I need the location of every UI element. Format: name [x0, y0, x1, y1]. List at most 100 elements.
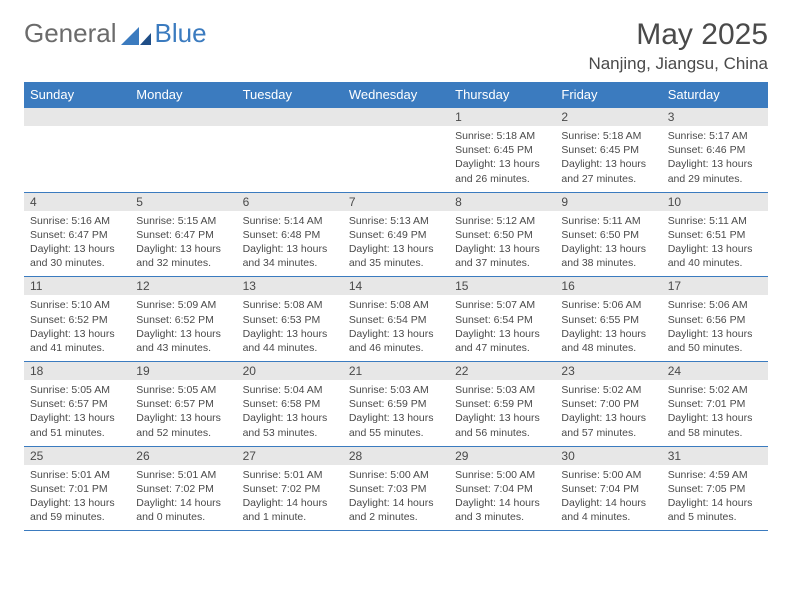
day-cell: 31Sunrise: 4:59 AMSunset: 7:05 PMDayligh…	[662, 446, 768, 531]
weekday-header-cell: Monday	[130, 82, 236, 108]
sunset-text: Sunset: 6:58 PM	[243, 397, 337, 411]
day-body: Sunrise: 4:59 AMSunset: 7:05 PMDaylight:…	[662, 465, 768, 531]
sunset-text: Sunset: 7:03 PM	[349, 482, 443, 496]
day-number: 14	[343, 277, 449, 295]
day-cell: 14 Sunrise: 5:08 AMSunset: 6:54 PMDayligh…	[343, 277, 449, 362]
day-number: 20	[237, 362, 343, 380]
daylight-text: Daylight: 13 hours and 47 minutes.	[455, 327, 549, 355]
weekday-header-cell: Sunday	[24, 82, 130, 108]
day-cell	[24, 108, 130, 193]
day-cell: 6Sunrise: 5:14 AMSunset: 6:48 PMDaylight…	[237, 192, 343, 277]
day-cell: 17Sunrise: 5:06 AMSunset: 6:56 PMDayligh…	[662, 277, 768, 362]
day-cell: 18Sunrise: 5:05 AMSunset: 6:57 PMDayligh…	[24, 362, 130, 447]
day-body: Sunrise: 5:11 AMSunset: 6:50 PMDaylight:…	[555, 211, 661, 277]
sunrise-text: Sunrise: 5:00 AM	[349, 468, 443, 482]
day-cell: 24Sunrise: 5:02 AMSunset: 7:01 PMDayligh…	[662, 362, 768, 447]
daylight-text: Daylight: 13 hours and 56 minutes.	[455, 411, 549, 439]
sunrise-text: Sunrise: 5:06 AM	[561, 298, 655, 312]
sunset-text: Sunset: 6:55 PM	[561, 313, 655, 327]
day-cell: 4Sunrise: 5:16 AMSunset: 6:47 PMDaylight…	[24, 192, 130, 277]
day-body: Sunrise: 5:07 AMSunset: 6:54 PMDaylight:…	[449, 295, 555, 361]
sunset-text: Sunset: 6:47 PM	[136, 228, 230, 242]
week-row: 25Sunrise: 5:01 AMSunset: 7:01 PMDayligh…	[24, 446, 768, 531]
day-body	[237, 126, 343, 186]
daylight-text: Daylight: 13 hours and 40 minutes.	[668, 242, 762, 270]
daylight-text: Daylight: 13 hours and 44 minutes.	[243, 327, 337, 355]
sunrise-text: Sunrise: 5:08 AM	[243, 298, 337, 312]
day-number: 29	[449, 447, 555, 465]
weekday-header-cell: Tuesday	[237, 82, 343, 108]
sunset-text: Sunset: 7:05 PM	[668, 482, 762, 496]
header: General Blue May 2025 Nanjing, Jiangsu, …	[24, 18, 768, 74]
daylight-text: Daylight: 13 hours and 43 minutes.	[136, 327, 230, 355]
sunset-text: Sunset: 6:48 PM	[243, 228, 337, 242]
day-cell: 19Sunrise: 5:05 AMSunset: 6:57 PMDayligh…	[130, 362, 236, 447]
daylight-text: Daylight: 13 hours and 41 minutes.	[30, 327, 124, 355]
day-number	[343, 108, 449, 126]
calendar-page: General Blue May 2025 Nanjing, Jiangsu, …	[0, 0, 792, 549]
sunrise-text: Sunrise: 5:03 AM	[455, 383, 549, 397]
day-cell: 28Sunrise: 5:00 AMSunset: 7:03 PMDayligh…	[343, 446, 449, 531]
sunrise-text: Sunrise: 5:11 AM	[561, 214, 655, 228]
sunrise-text: Sunrise: 5:08 AM	[349, 298, 443, 312]
day-body: Sunrise: 5:01 AMSunset: 7:02 PMDaylight:…	[130, 465, 236, 531]
day-body: Sunrise: 5:18 AMSunset: 6:45 PMDaylight:…	[449, 126, 555, 192]
day-cell: 22Sunrise: 5:03 AMSunset: 6:59 PMDayligh…	[449, 362, 555, 447]
day-number: 2	[555, 108, 661, 126]
sunrise-text: Sunrise: 5:00 AM	[455, 468, 549, 482]
day-number: 30	[555, 447, 661, 465]
day-cell: 25Sunrise: 5:01 AMSunset: 7:01 PMDayligh…	[24, 446, 130, 531]
day-body: Sunrise: 5:16 AMSunset: 6:47 PMDaylight:…	[24, 211, 130, 277]
day-body: Sunrise: 5:06 AMSunset: 6:55 PMDaylight:…	[555, 295, 661, 361]
day-number: 11	[24, 277, 130, 295]
location: Nanjing, Jiangsu, China	[588, 54, 768, 74]
daylight-text: Daylight: 13 hours and 34 minutes.	[243, 242, 337, 270]
day-body: Sunrise: 5:03 AMSunset: 6:59 PMDaylight:…	[343, 380, 449, 446]
sunset-text: Sunset: 6:52 PM	[136, 313, 230, 327]
daylight-text: Daylight: 13 hours and 57 minutes.	[561, 411, 655, 439]
daylight-text: Daylight: 14 hours and 0 minutes.	[136, 496, 230, 524]
day-cell: 13Sunrise: 5:08 AMSunset: 6:53 PMDayligh…	[237, 277, 343, 362]
sunset-text: Sunset: 6:52 PM	[30, 313, 124, 327]
day-number: 21	[343, 362, 449, 380]
daylight-text: Daylight: 14 hours and 3 minutes.	[455, 496, 549, 524]
day-body: Sunrise: 5:15 AMSunset: 6:47 PMDaylight:…	[130, 211, 236, 277]
day-body: Sunrise: 5:13 AMSunset: 6:49 PMDaylight:…	[343, 211, 449, 277]
daylight-text: Daylight: 13 hours and 38 minutes.	[561, 242, 655, 270]
weekday-header-cell: Wednesday	[343, 82, 449, 108]
daylight-text: Daylight: 13 hours and 55 minutes.	[349, 411, 443, 439]
day-number: 16	[555, 277, 661, 295]
sunset-text: Sunset: 6:57 PM	[30, 397, 124, 411]
day-number: 1	[449, 108, 555, 126]
sunset-text: Sunset: 6:46 PM	[668, 143, 762, 157]
sunset-text: Sunset: 6:59 PM	[349, 397, 443, 411]
day-body: Sunrise: 5:06 AMSunset: 6:56 PMDaylight:…	[662, 295, 768, 361]
day-number: 13	[237, 277, 343, 295]
sunrise-text: Sunrise: 5:00 AM	[561, 468, 655, 482]
day-number	[237, 108, 343, 126]
sunset-text: Sunset: 6:54 PM	[349, 313, 443, 327]
daylight-text: Daylight: 13 hours and 46 minutes.	[349, 327, 443, 355]
day-body: Sunrise: 5:00 AMSunset: 7:04 PMDaylight:…	[555, 465, 661, 531]
day-number: 23	[555, 362, 661, 380]
sunset-text: Sunset: 6:45 PM	[561, 143, 655, 157]
sunrise-text: Sunrise: 5:17 AM	[668, 129, 762, 143]
sunset-text: Sunset: 7:04 PM	[455, 482, 549, 496]
sunrise-text: Sunrise: 5:01 AM	[243, 468, 337, 482]
sunset-text: Sunset: 6:50 PM	[561, 228, 655, 242]
logo-text-general: General	[24, 18, 117, 49]
day-cell: 23Sunrise: 5:02 AMSunset: 7:00 PMDayligh…	[555, 362, 661, 447]
day-body: Sunrise: 5:14 AMSunset: 6:48 PMDaylight:…	[237, 211, 343, 277]
day-number: 28	[343, 447, 449, 465]
day-number: 8	[449, 193, 555, 211]
day-body: Sunrise: 5:01 AMSunset: 7:01 PMDaylight:…	[24, 465, 130, 531]
sunrise-text: Sunrise: 5:13 AM	[349, 214, 443, 228]
day-cell: 11Sunrise: 5:10 AMSunset: 6:52 PMDayligh…	[24, 277, 130, 362]
daylight-text: Daylight: 14 hours and 5 minutes.	[668, 496, 762, 524]
sunset-text: Sunset: 6:51 PM	[668, 228, 762, 242]
day-number: 26	[130, 447, 236, 465]
day-cell: 12Sunrise: 5:09 AMSunset: 6:52 PMDayligh…	[130, 277, 236, 362]
week-row: 11Sunrise: 5:10 AMSunset: 6:52 PMDayligh…	[24, 277, 768, 362]
day-number: 7	[343, 193, 449, 211]
day-body: Sunrise: 5:05 AMSunset: 6:57 PMDaylight:…	[130, 380, 236, 446]
